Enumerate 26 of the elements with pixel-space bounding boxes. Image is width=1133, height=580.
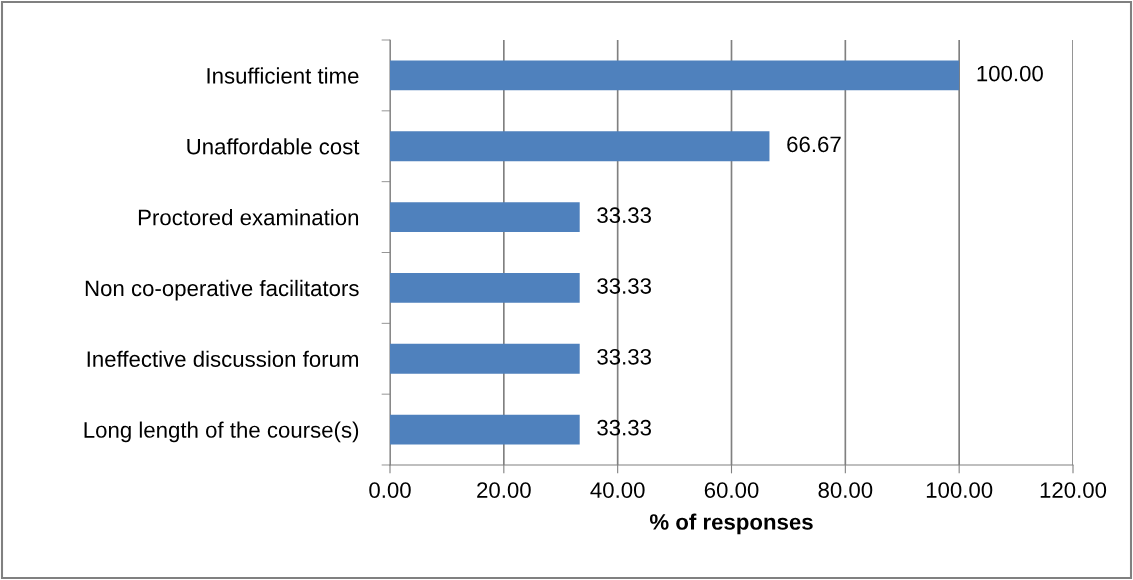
x-tick-label: 60.00	[704, 482, 759, 498]
bar	[390, 414, 580, 445]
y-tick-label: Ineffective discussion forum	[87, 350, 358, 368]
y-tick-label: Unaffordable cost	[187, 138, 360, 155]
data-label: 66.67	[787, 136, 841, 153]
bar	[390, 60, 960, 91]
bar	[390, 131, 770, 162]
x-axis-title: % of responses	[649, 513, 813, 535]
y-tick-label: Insufficient time	[207, 67, 359, 84]
y-tick-label: Non co-operative facilitators	[85, 279, 359, 301]
data-label: 100.00	[977, 65, 1043, 82]
x-tick-label: 120.00	[1040, 482, 1107, 498]
x-tick-label: 0.00	[369, 482, 411, 498]
y-tick-label: Long length of the course(s)	[84, 421, 359, 443]
bar	[390, 343, 580, 374]
bar	[390, 273, 580, 303]
bar	[390, 202, 580, 232]
data-label: 33.33	[597, 278, 651, 294]
x-tick-label: 20.00	[477, 482, 531, 498]
data-label: 33.33	[597, 207, 651, 224]
data-label: 33.33	[597, 348, 651, 365]
x-tick-label: 80.00	[818, 482, 873, 498]
y-tick-label: Proctored examination	[138, 209, 359, 226]
x-tick-label: 100.00	[926, 482, 993, 498]
data-label: 33.33	[597, 419, 651, 436]
x-tick-label: 40.00	[590, 482, 645, 498]
